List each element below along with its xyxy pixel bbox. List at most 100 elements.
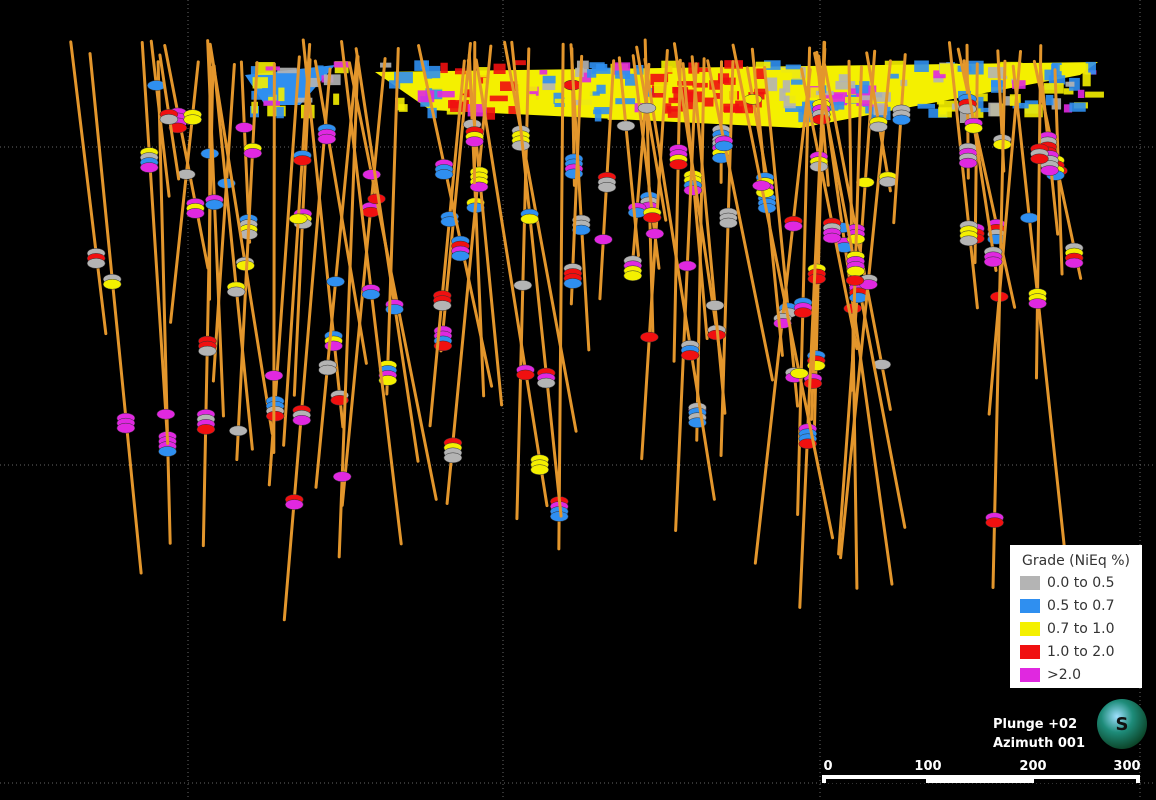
surface-block — [933, 75, 944, 83]
drill-hole — [731, 43, 835, 540]
grade-interval — [571, 224, 591, 236]
surface-block — [1009, 94, 1019, 106]
drill-hole — [947, 41, 979, 310]
grade-interval — [892, 114, 911, 126]
grade-interval — [1020, 212, 1039, 224]
surface-block — [542, 80, 556, 91]
legend-swatch — [1020, 599, 1040, 613]
drill-hole — [690, 55, 727, 415]
grade-interval — [616, 120, 636, 132]
grade-interval — [964, 122, 983, 134]
surface-block — [785, 64, 801, 70]
surface-block — [1063, 104, 1073, 113]
surface-block — [667, 108, 681, 118]
surface-block — [1045, 94, 1054, 106]
scale-label: 200 — [1019, 759, 1046, 774]
surface-block — [823, 93, 844, 99]
surface-block — [1010, 62, 1023, 75]
legend: Grade (NiEq %) 0.0 to 0.5 0.5 to 0.7 0.7 t… — [1010, 545, 1142, 688]
drill-hole — [212, 64, 254, 451]
surface-block — [717, 73, 730, 84]
surface-block — [596, 84, 606, 94]
scale-bar-segment — [1034, 779, 1136, 783]
scale-bar-segment — [826, 779, 926, 783]
grade-interval — [469, 181, 489, 193]
compass-label: S — [1116, 714, 1129, 735]
grade-interval — [1040, 165, 1059, 176]
surface-block — [1048, 75, 1066, 85]
surface-block — [1069, 77, 1080, 91]
grade-interval — [293, 155, 312, 166]
drill-holes — [69, 38, 1084, 622]
surface-block — [333, 61, 350, 68]
surface-block — [1059, 65, 1072, 72]
grade-interval — [752, 180, 771, 191]
surface-block — [454, 68, 466, 75]
grade-interval — [139, 162, 159, 173]
grade-interval — [803, 378, 823, 389]
grade-interval — [1064, 257, 1084, 269]
grade-interval — [563, 278, 583, 289]
grade-interval — [186, 208, 205, 219]
grade-interval — [158, 446, 177, 457]
grade-interval — [159, 114, 179, 125]
surface-block — [1063, 88, 1074, 95]
drill-hole — [206, 39, 225, 418]
drill-hole — [706, 59, 774, 382]
drill-hole — [569, 54, 584, 306]
drill-hole — [987, 49, 1023, 416]
compass — [1097, 699, 1147, 749]
surface-block — [587, 69, 597, 78]
grade-interval — [451, 250, 470, 262]
surface-block — [417, 90, 435, 103]
grade-interval — [433, 300, 452, 311]
surface-block — [980, 107, 990, 113]
grade-interval — [465, 136, 484, 147]
surface-block — [754, 88, 769, 95]
legend-label: 0.5 to 0.7 — [1047, 598, 1114, 614]
surface-block — [1082, 72, 1091, 87]
surface-block — [940, 76, 959, 83]
surface-block — [845, 96, 863, 103]
surface-block — [938, 100, 959, 112]
surface-block — [1044, 69, 1054, 81]
surface-block — [822, 102, 839, 111]
grade-interval — [196, 424, 216, 435]
grade-interval — [264, 370, 284, 381]
grade-interval — [443, 452, 463, 464]
grade-interval — [516, 369, 535, 381]
surface-block — [928, 108, 948, 118]
grade-interval — [680, 350, 700, 361]
surface-block — [903, 95, 918, 101]
surface-block — [250, 66, 258, 76]
surface-block — [756, 68, 767, 79]
surface-block — [889, 73, 899, 79]
grade-interval — [958, 103, 977, 115]
surface-block — [252, 77, 268, 89]
surface-block — [953, 76, 968, 83]
drill-hole — [340, 57, 387, 507]
surface-block — [323, 74, 341, 86]
drill-hole — [235, 61, 259, 462]
grade-interval — [642, 212, 662, 223]
surface-block — [1043, 83, 1064, 94]
surface-block — [1065, 81, 1075, 87]
surface-block — [425, 65, 441, 79]
surface-block — [594, 109, 602, 122]
surface-block — [917, 103, 936, 109]
surface-block — [779, 88, 786, 102]
surface-block — [493, 63, 506, 75]
surface-block — [782, 80, 791, 93]
grade-interval — [878, 176, 898, 188]
surface-block — [939, 107, 947, 115]
grade-interval — [714, 140, 734, 152]
drill-hole — [763, 65, 800, 408]
legend-swatch — [1020, 576, 1040, 590]
grade-interval — [536, 377, 556, 389]
grade-interval — [285, 499, 304, 510]
grade-interval — [362, 169, 381, 180]
grade-interval — [678, 260, 697, 272]
legend-title: Grade (NiEq %) — [1022, 553, 1130, 569]
surface-block — [1012, 102, 1029, 109]
